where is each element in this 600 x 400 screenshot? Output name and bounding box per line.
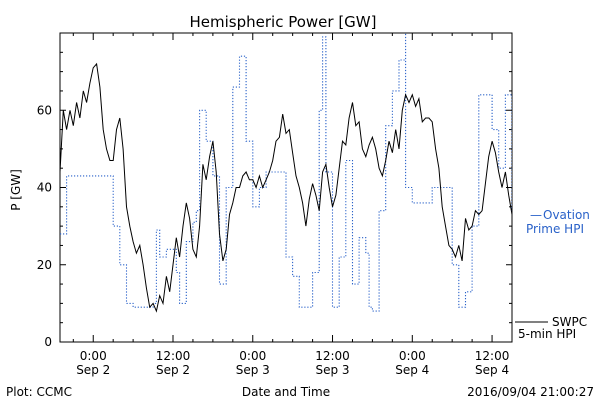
- y-axis-label: P [GW]: [9, 169, 23, 211]
- x-tick-date-label: Sep 2: [76, 363, 110, 377]
- x-tick-date-label: Sep 4: [475, 363, 509, 377]
- x-tick-time-label: 0:00: [239, 349, 266, 363]
- x-tick-time-label: 12:00: [156, 349, 191, 363]
- x-tick-time-label: 0:00: [80, 349, 107, 363]
- series-layer: [60, 33, 512, 313]
- y-tick-label: 0: [44, 335, 52, 349]
- footer-timestamp: 2016/09/04 21:00:27: [467, 385, 594, 399]
- legend-ovation-dash: —: [530, 208, 542, 222]
- y-tick-label: 40: [37, 181, 52, 195]
- y-axis-ticks: 0 20 40 60: [37, 32, 512, 349]
- x-tick-time-label: 12:00: [315, 349, 350, 363]
- y-tick-label: 20: [37, 258, 52, 272]
- x-tick-time-label: 0:00: [399, 349, 426, 363]
- x-tick-date-label: Sep 3: [315, 363, 349, 377]
- x-tick-time-label: 12:00: [475, 349, 510, 363]
- legend-swpc-line2: 5-min HPI: [518, 327, 576, 341]
- legend-ovation-line2: Prime HPI: [526, 222, 584, 236]
- x-axis-label: Date and Time: [242, 385, 330, 399]
- legend-swpc-line1: SWPC: [552, 315, 587, 329]
- x-tick-date-label: Sep 2: [156, 363, 190, 377]
- footer-plot-credit: Plot: CCMC: [6, 385, 72, 399]
- x-tick-date-label: Sep 3: [236, 363, 270, 377]
- legend-ovation-line1: Ovation: [543, 208, 590, 222]
- x-tick-date-label: Sep 4: [395, 363, 429, 377]
- chart-title: Hemispheric Power [GW]: [190, 13, 377, 31]
- legend: — Ovation Prime HPI SWPC 5-min HPI: [515, 208, 590, 341]
- y-tick-label: 60: [37, 103, 52, 117]
- ovation-prime-series: [60, 33, 512, 312]
- swpc-series: [60, 62, 512, 313]
